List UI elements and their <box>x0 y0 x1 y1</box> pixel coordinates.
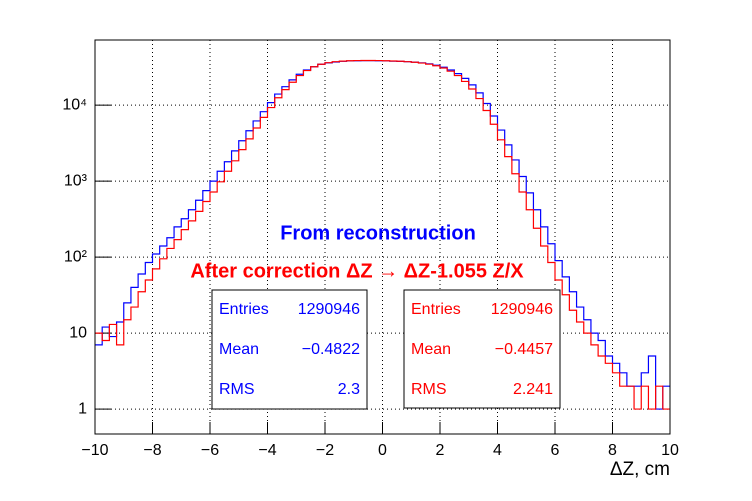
y-tick-label: 1 <box>78 400 87 417</box>
stats-value: 1290946 <box>491 301 553 318</box>
y-tick-label: 10⁴ <box>62 96 87 113</box>
x-tick-label: 8 <box>608 442 617 459</box>
x-tick-label: 2 <box>436 442 445 459</box>
stats-name: Mean <box>219 341 259 358</box>
x-tick-label: 10 <box>661 442 679 459</box>
x-tick-label: −4 <box>258 442 276 459</box>
histogram-line <box>95 59 670 410</box>
x-axis-label: ΔZ, cm <box>610 459 670 480</box>
x-tick-label: −8 <box>143 442 161 459</box>
stats-value: −0.4822 <box>302 341 360 358</box>
stats-box <box>211 289 368 410</box>
stats-name: Entries <box>219 301 269 318</box>
annotation: After correction ΔZ → ΔZ-1.055 Z/X <box>190 260 524 282</box>
x-tick-label: −6 <box>201 442 219 459</box>
y-tick-label: 10³ <box>64 172 88 189</box>
stats-value: 1290946 <box>298 301 360 318</box>
stats-value: 2.241 <box>513 381 553 398</box>
x-tick-label: 4 <box>493 442 502 459</box>
x-tick-label: −10 <box>81 442 108 459</box>
stats-name: Mean <box>411 341 451 358</box>
x-tick-label: 6 <box>551 442 560 459</box>
x-tick-label: 0 <box>378 442 387 459</box>
stats-value: 2.3 <box>338 381 360 398</box>
stats-box <box>403 289 561 409</box>
stats-name: Entries <box>411 301 461 318</box>
y-tick-label: 10 <box>69 324 87 341</box>
plot-frame <box>94 39 671 435</box>
annotation: From reconstruction <box>280 222 476 244</box>
stats-name: RMS <box>411 381 447 398</box>
y-tick-label: 10² <box>64 248 88 265</box>
x-tick-label: −2 <box>316 442 334 459</box>
stats-value: −0.4457 <box>495 341 553 358</box>
stats-name: RMS <box>219 381 255 398</box>
